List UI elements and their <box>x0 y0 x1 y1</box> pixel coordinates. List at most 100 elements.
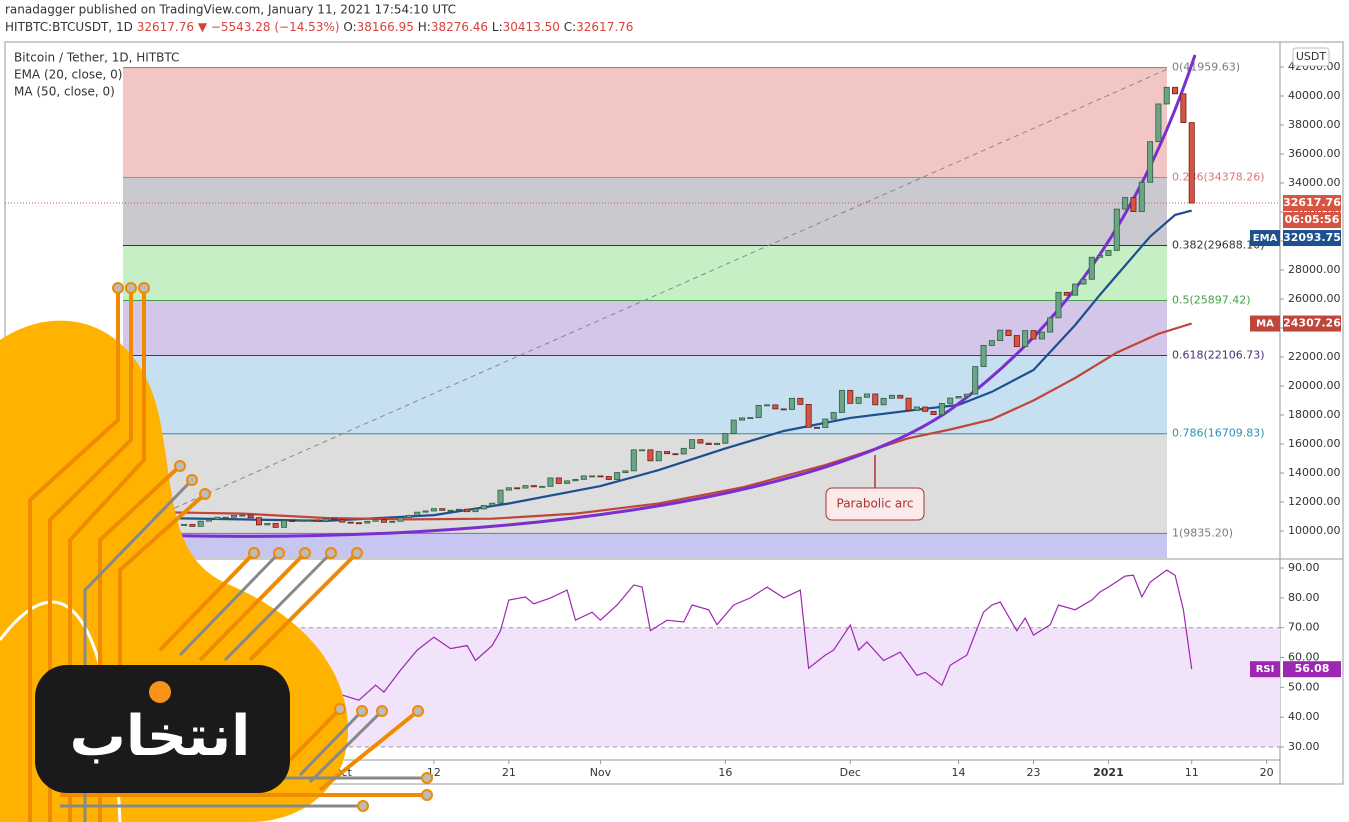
candle-body <box>680 447 687 455</box>
candle-body <box>447 509 454 512</box>
legend-entry: MA (50, close, 0) <box>14 85 115 99</box>
candle-body <box>980 344 987 367</box>
candle-body <box>239 514 246 517</box>
candle-body <box>1013 335 1020 347</box>
x-tick-label: 11 <box>1185 766 1199 779</box>
candle-body <box>730 419 737 434</box>
currency-box[interactable] <box>1292 47 1330 67</box>
chart-title: Bitcoin / Tether, 1D, HITBTC <box>14 51 179 65</box>
x-tick-label: 23 <box>1026 766 1040 779</box>
candle-body <box>697 439 704 444</box>
candle-body <box>214 516 221 520</box>
candle-body <box>630 449 637 472</box>
fib-zone <box>123 300 1167 356</box>
ohlc-value: 38276.46 <box>431 20 488 34</box>
candle-body <box>380 519 387 523</box>
y-tick-label: 20000.00 <box>1288 379 1341 392</box>
y-tick-label: 34000.00 <box>1288 176 1341 189</box>
y-tick-label: 40000.00 <box>1288 89 1341 102</box>
tag-name-box <box>1250 315 1280 332</box>
candle-body <box>1038 331 1045 340</box>
candle-body <box>780 408 787 411</box>
price: 32617.76 <box>137 20 194 34</box>
candle-body <box>897 394 904 399</box>
candle-body <box>1072 283 1079 296</box>
tag-name: EMA <box>1253 233 1278 244</box>
fib-label: 1(9835.20) <box>1172 526 1233 539</box>
candle-body <box>597 475 604 478</box>
fib-label: 0(41959.63) <box>1172 61 1240 74</box>
candle-body <box>672 453 679 456</box>
candle-body <box>1030 330 1037 340</box>
candle-body <box>1122 197 1129 210</box>
candle-body <box>305 519 312 522</box>
candle-body <box>922 406 929 412</box>
candle-body <box>813 426 820 429</box>
candle-body <box>947 397 954 404</box>
candle-body <box>747 417 754 420</box>
candle-body <box>330 518 337 521</box>
candle-body <box>1105 250 1112 256</box>
candle-body <box>1138 181 1145 212</box>
candle-body <box>664 451 671 455</box>
candle-body <box>339 519 346 523</box>
y-tick-label: 50.00 <box>1288 680 1320 693</box>
candle-body <box>997 329 1004 342</box>
candle-body <box>1088 256 1095 280</box>
candle-body <box>822 418 829 428</box>
candle-body <box>564 480 571 484</box>
symbol-line: HITBTC:BTCUSDT, 1D 32617.76 ▼ −5543.28 (… <box>5 20 633 34</box>
candle-body <box>880 397 887 406</box>
rsi-line <box>342 569 1193 701</box>
candle-body <box>464 508 471 513</box>
byline: ranadagger published on TradingView.com,… <box>5 3 456 17</box>
candle-body <box>505 487 512 491</box>
candle-body <box>547 477 554 487</box>
candle-body <box>231 514 238 518</box>
x-tick-label: 2021 <box>1093 766 1124 779</box>
candle-body <box>1047 317 1054 333</box>
candle-body <box>988 340 995 346</box>
candle-body <box>1113 208 1120 251</box>
countdown-box <box>1283 212 1341 229</box>
fib-label: 0.5(25897.42) <box>1172 293 1251 306</box>
candle-body <box>489 502 496 506</box>
candle-body <box>355 522 362 525</box>
candle-body <box>397 517 404 522</box>
candle-body <box>655 451 662 462</box>
candle-body <box>614 472 621 480</box>
candle-body <box>430 508 437 512</box>
fib-zone <box>123 177 1167 246</box>
tag-name: MA <box>1256 319 1274 330</box>
y-tick-label: 14000.00 <box>1288 466 1341 479</box>
x-tick-label: 20 <box>1260 766 1274 779</box>
candle-body <box>414 511 421 516</box>
indicator-line <box>159 322 1193 521</box>
y-tick-label: 38000.00 <box>1288 118 1341 131</box>
candle-body <box>222 516 229 519</box>
circuit-nodes <box>112 282 433 812</box>
fib-label: 0.618(22106.73) <box>1172 348 1265 361</box>
symbol: HITBTC:BTCUSDT, 1D <box>5 20 133 34</box>
candle-body <box>788 397 795 410</box>
candle-body <box>863 393 870 398</box>
candle-body <box>389 520 396 523</box>
candle-body <box>805 404 812 428</box>
candle-body <box>455 508 462 511</box>
candle-body <box>1155 103 1162 143</box>
candle-body <box>963 393 970 397</box>
countdown: 06:05:56 <box>1285 213 1340 226</box>
candle-body <box>888 394 895 399</box>
candle-body <box>838 389 845 413</box>
candle-body <box>372 519 379 522</box>
y-tick-label: 26000.00 <box>1288 292 1341 305</box>
callout-box <box>825 487 925 521</box>
candle-body <box>514 487 521 490</box>
candle-body <box>647 449 654 462</box>
candle-body <box>197 520 204 527</box>
fib-label: 0.236(34378.26) <box>1172 171 1265 184</box>
logo-box <box>35 665 290 793</box>
candle-body <box>206 519 213 522</box>
ohlc-value: 30413.50 <box>503 20 560 34</box>
x-tick-label: Nov <box>590 766 612 779</box>
